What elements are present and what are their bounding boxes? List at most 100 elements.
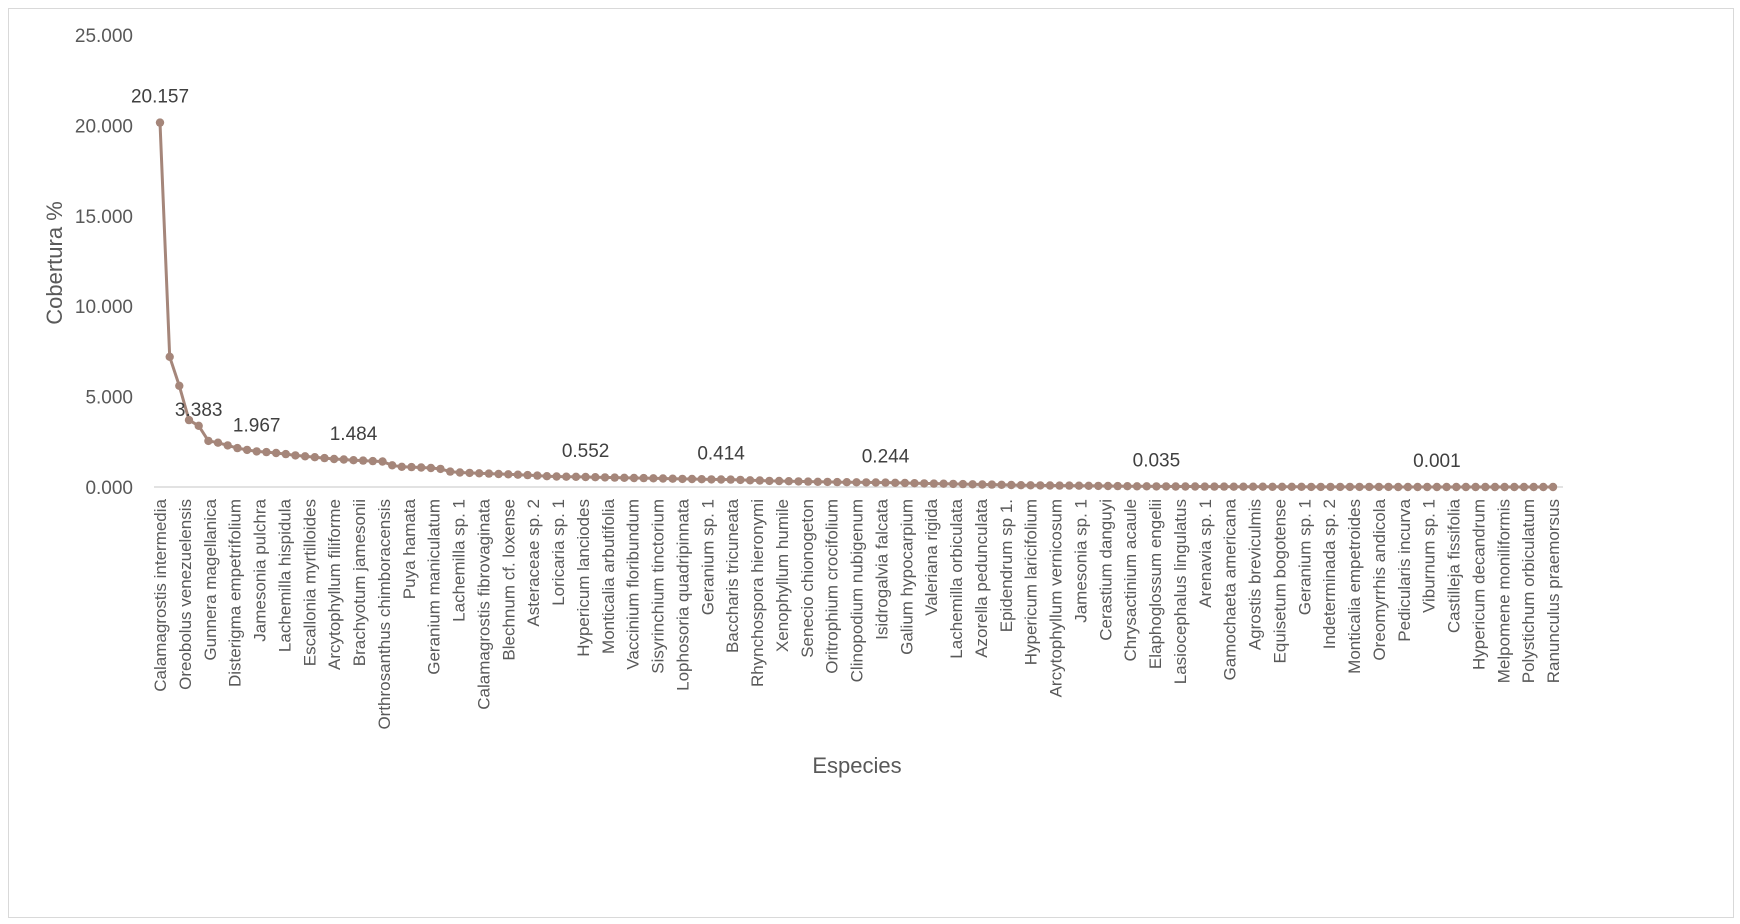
x-tick-label: Sisyrinchium tinctorium — [649, 499, 668, 674]
data-point — [1065, 481, 1074, 490]
data-point — [397, 462, 406, 471]
data-point — [1152, 482, 1161, 491]
data-point — [900, 478, 910, 488]
data-point — [300, 452, 310, 461]
x-tick-label: Jamesonia pulchra — [251, 498, 270, 641]
x-tick-label: Azorella pedunculata — [972, 498, 991, 657]
y-tick-label: 10.000 — [75, 297, 133, 318]
data-point — [552, 472, 561, 481]
data-point — [1413, 482, 1422, 492]
data-point — [165, 352, 174, 361]
data-point — [997, 480, 1006, 489]
x-tick-label: Oreobolus venezuelensis — [176, 499, 195, 690]
data-point — [871, 478, 880, 487]
x-tick-label: Escallonia myrtilloides — [300, 499, 319, 666]
data-point — [1132, 482, 1142, 491]
data-point — [784, 477, 793, 486]
x-tick-label: Calamagrostis intermedia — [151, 498, 170, 691]
data-point — [194, 421, 203, 430]
data-point — [920, 479, 929, 488]
chart-container: 0.000 5.000 10.000 15.000 20.000 25.000 Calam… — [8, 8, 1734, 918]
x-tick-label: Lophosoria quadripinnata — [673, 498, 692, 690]
data-point — [1016, 481, 1026, 490]
data-point — [465, 468, 474, 478]
data-point — [649, 474, 658, 483]
data-point — [803, 477, 813, 486]
x-tick-label: Oritrophium crocifolium — [823, 499, 842, 674]
data-point — [774, 476, 784, 486]
data-point — [1200, 482, 1210, 491]
data-point — [813, 477, 822, 486]
data-point — [978, 480, 987, 489]
data-point — [1219, 482, 1229, 491]
x-tick-label: Melpomene moniliformis — [1494, 499, 1513, 683]
x-tick-label: Oreomyrrhis andicola — [1370, 498, 1389, 660]
data-point — [794, 477, 803, 486]
x-tick-label: Calamagrostis fibrovaginata — [474, 498, 493, 709]
x-tick-label: Vaccinium floribundum — [624, 499, 643, 670]
x-tick-label: Hypericum lanciodes — [574, 499, 593, 657]
data-point — [958, 479, 968, 489]
x-tick-label: Rhynchospora hieronymi — [748, 499, 767, 687]
x-tick-label: Castilleja fissifolia — [1445, 498, 1464, 633]
x-tick-label: Pedicularis incurva — [1395, 498, 1414, 641]
x-tick-label: Arenavia sp. 1 — [1196, 499, 1215, 608]
data-point — [513, 470, 523, 479]
data-point — [591, 473, 600, 482]
x-tick-label: Puya hamata — [400, 498, 419, 599]
data-point — [968, 480, 977, 489]
x-tick-label: Gamochaeta americana — [1221, 498, 1240, 680]
x-tick-label: Arcytophyllum vernicosum — [1047, 499, 1066, 697]
data-label: 0.244 — [862, 447, 910, 468]
y-tick-label: 25.000 — [75, 26, 133, 47]
y-tick-label: 20.000 — [75, 116, 133, 137]
x-tick-label: Jamesonia sp. 1 — [1071, 499, 1090, 623]
data-point — [939, 479, 948, 488]
data-point — [765, 476, 774, 486]
data-point — [1190, 482, 1200, 491]
data-point — [320, 453, 329, 463]
data-point — [446, 467, 455, 476]
y-axis-title: Cobertura % — [42, 201, 67, 325]
x-tick-label: Orthrosanthus chimboracensis — [375, 499, 394, 730]
data-label: 20.157 — [131, 87, 189, 108]
data-point — [562, 472, 571, 481]
data-point — [1394, 482, 1403, 492]
data-point — [1471, 482, 1480, 492]
data-point — [1181, 482, 1190, 491]
data-point — [842, 478, 851, 487]
data-point — [475, 469, 484, 478]
data-point — [1007, 480, 1016, 490]
data-label: 0.414 — [697, 444, 745, 465]
data-point — [271, 448, 281, 458]
data-point — [610, 473, 619, 482]
data-point — [1461, 482, 1471, 492]
data-point — [368, 456, 377, 466]
data-point — [494, 469, 503, 479]
data-point — [262, 447, 271, 457]
x-tick-label: Polystichum orbiculatum — [1519, 499, 1538, 683]
data-point — [1229, 482, 1239, 491]
data-point — [213, 438, 223, 447]
data-point — [155, 118, 165, 127]
data-point — [823, 477, 832, 487]
x-tick-label: Geranium sp. 1 — [698, 499, 717, 615]
data-point — [339, 455, 348, 464]
data-point — [1123, 482, 1132, 491]
x-tick-label: Lachemilla sp. 1 — [450, 499, 469, 622]
data-point — [745, 476, 755, 485]
data-point — [1055, 481, 1064, 490]
x-tick-label: Blechnum cf. loxense — [499, 499, 518, 661]
data-point — [1316, 482, 1326, 492]
data-point — [1171, 482, 1180, 491]
data-point — [1442, 482, 1451, 492]
data-point — [242, 445, 252, 455]
data-point — [668, 474, 677, 483]
data-point — [716, 475, 726, 484]
x-tick-label: Asteraceae sp. 2 — [524, 499, 543, 627]
data-point — [1036, 481, 1045, 490]
data-point — [281, 449, 290, 459]
data-label: 3.383 — [175, 400, 223, 421]
data-point — [620, 473, 629, 482]
data-point — [639, 473, 648, 483]
